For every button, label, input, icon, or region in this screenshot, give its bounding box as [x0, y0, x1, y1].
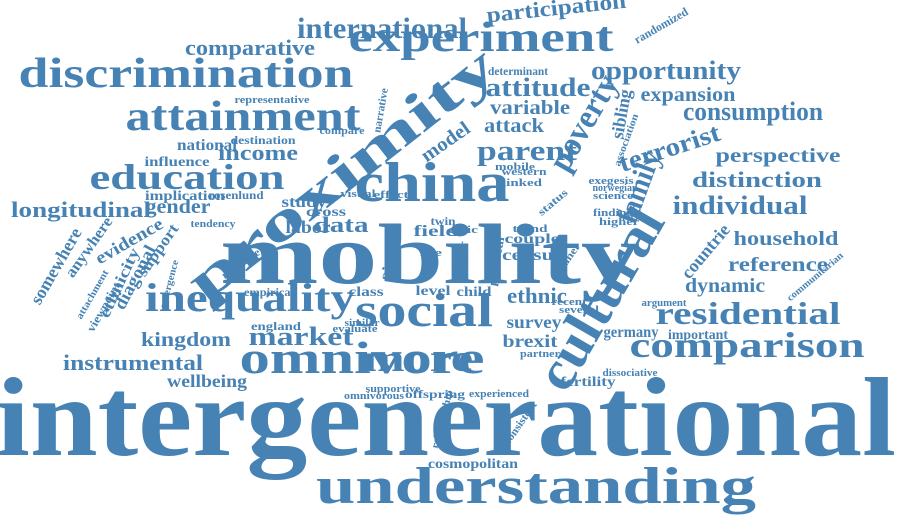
- cloud-word-instrumental: instrumental: [63, 350, 203, 375]
- cloud-word-life: life: [420, 247, 442, 259]
- cloud-word-attack: attack: [484, 115, 545, 137]
- cloud-word-market: market: [249, 322, 354, 351]
- cloud-word-dissociative: dissociative: [603, 368, 659, 379]
- cloud-word-implication: implication: [145, 189, 225, 204]
- cloud-word-rosenlund: rosenlund: [209, 188, 264, 202]
- cloud-word-national: national: [177, 137, 238, 154]
- cloud-word-germany: germany: [604, 324, 659, 341]
- cloud-word-recent: recent: [552, 296, 587, 308]
- cloud-word-civic: civic: [448, 224, 478, 236]
- cloud-word-comparison: comparison: [630, 325, 865, 365]
- cloud-word-experiment: experiment: [349, 15, 614, 61]
- cloud-word-census: census: [502, 247, 562, 264]
- cloud-word-social: social: [355, 284, 493, 337]
- cloud-word-tendency: tendency: [191, 219, 236, 230]
- cloud-word-field: field: [414, 223, 459, 240]
- cloud-word-kingdom: kingdom: [141, 329, 231, 351]
- cloud-word-science: science: [593, 191, 634, 202]
- cloud-word-more: more: [363, 338, 473, 380]
- cloud-word-class: class: [349, 285, 385, 300]
- cloud-word-norwegian: norwegian: [593, 183, 638, 194]
- cloud-word-variable: variable: [490, 97, 570, 119]
- cloud-word-mobile: mobile: [495, 161, 535, 173]
- cloud-word-china: china: [355, 152, 510, 214]
- cloud-word-destination: destination: [231, 133, 296, 147]
- cloud-word-understanding: understanding: [316, 458, 756, 515]
- cloud-word-cosmopolitan: cosmopolitan: [428, 457, 518, 472]
- cloud-word-attainment: attainment: [126, 94, 361, 140]
- cloud-word-attitude: attitude: [486, 73, 591, 102]
- cloud-word-opportunity: opportunity: [591, 56, 741, 85]
- cloud-word-international: international: [297, 12, 467, 45]
- cloud-word-influence: influence: [145, 155, 210, 170]
- cloud-word-residential: residential: [656, 295, 841, 331]
- cloud-word-similar: similar: [345, 318, 381, 329]
- cloud-word-visual: visual: [341, 188, 376, 200]
- cloud-word-gender: gender: [146, 196, 211, 218]
- cloud-word-representative: representative: [235, 94, 310, 106]
- cloud-word-finding: finding: [593, 207, 634, 219]
- cloud-word-offspring: offspring: [405, 387, 465, 401]
- cloud-word-brexit: brexit: [503, 331, 558, 351]
- cloud-word-dynamic: dynamic: [685, 275, 765, 297]
- cloud-word-determinant: determinant: [488, 64, 548, 78]
- cloud-word-comparative: comparative: [185, 35, 315, 60]
- cloud-word-higher: higher: [599, 216, 639, 228]
- cloud-word-england: england: [251, 319, 301, 333]
- cloud-word-effect: effect: [374, 189, 409, 201]
- cloud-word-compare: compare: [320, 125, 365, 137]
- cloud-word-experienced: experienced: [469, 388, 529, 400]
- cloud-word-linked: linked: [502, 177, 542, 189]
- cloud-word-distinction: distinction: [692, 167, 822, 192]
- cloud-word-exegesis: exegesis: [589, 175, 635, 187]
- cloud-word-fertility: fertility: [561, 375, 616, 390]
- cloud-word-discrimination: discrimination: [19, 51, 354, 97]
- cloud-word-reference: reference: [728, 254, 828, 276]
- cloud-word-consumption: consumption: [683, 97, 824, 126]
- cloud-word-randomized: randomized: [632, 4, 691, 46]
- cloud-word-labor: labor: [286, 217, 331, 237]
- cloud-word-perspective: perspective: [716, 145, 841, 167]
- cloud-word-inequality: inequality: [145, 275, 355, 320]
- cloud-word-survey: survey: [507, 312, 562, 332]
- cloud-word-intergenerational: intergenerational: [0, 356, 896, 480]
- cloud-word-couple: couple: [505, 232, 560, 247]
- cloud-word-wellbeing: wellbeing: [167, 371, 247, 391]
- cloud-word-mobility: mobility: [220, 206, 640, 302]
- cloud-word-argument: argument: [642, 298, 688, 309]
- cloud-word-twin: twin: [431, 214, 456, 228]
- cloud-word-empirical: empirical: [244, 285, 295, 299]
- cloud-word-child: child: [457, 285, 492, 300]
- cloud-word-cross: cross: [306, 205, 347, 220]
- cloud-word-expansion: expansion: [641, 84, 736, 106]
- cloud-word-omnivorous: omnivorous: [344, 391, 404, 402]
- cloud-word-supportive: supportive: [366, 384, 422, 395]
- cloud-word-longitudinal: longitudinal: [11, 197, 151, 222]
- cloud-word-several: several: [559, 304, 599, 316]
- cloud-word-partner: partner: [520, 349, 561, 360]
- cloud-word-study: study: [282, 194, 327, 211]
- cloud-word-level: level: [416, 284, 451, 299]
- cloud-word-data: data: [314, 212, 369, 237]
- cloud-word-western: western: [502, 166, 547, 178]
- cloud-word-household: household: [734, 228, 839, 250]
- cloud-word-countrie: countrie: [677, 220, 734, 283]
- cloud-word-income: income: [218, 140, 298, 165]
- cloud-word-omnivore: omnivore: [240, 332, 485, 383]
- cloud-word-individual: individual: [673, 191, 808, 220]
- cloud-word-parent: parent: [477, 136, 578, 167]
- cloud-word-education: education: [90, 157, 285, 197]
- cloud-word-trend: trend: [513, 223, 548, 235]
- cloud-word-important: important: [668, 328, 728, 343]
- cloud-word-ethnic: ethnic: [507, 283, 567, 308]
- cloud-word-evaluate: evaluate: [333, 324, 379, 335]
